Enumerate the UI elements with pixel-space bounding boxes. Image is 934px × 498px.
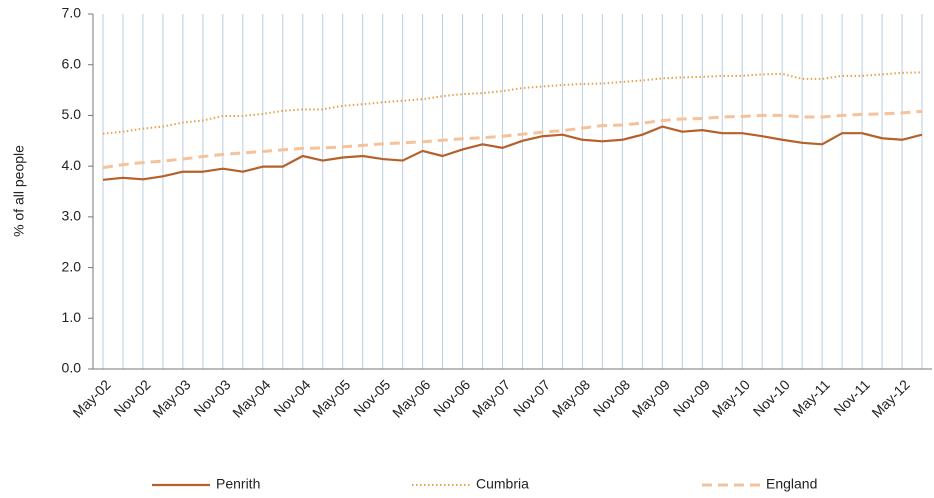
x-tick-label: Nov-11 bbox=[830, 376, 873, 419]
x-tick-label: May-08 bbox=[549, 376, 593, 420]
y-tick-label: 3.0 bbox=[62, 208, 82, 224]
x-tick-label: May-11 bbox=[789, 376, 833, 420]
x-tick-label: May-07 bbox=[469, 376, 513, 420]
x-tick-label: May-09 bbox=[629, 376, 673, 420]
x-tick-label: May-04 bbox=[229, 376, 273, 420]
x-tick-label: May-12 bbox=[868, 376, 912, 420]
x-tick-label: May-06 bbox=[389, 376, 433, 420]
x-tick-label: May-03 bbox=[149, 376, 193, 420]
x-tick-label: Nov-02 bbox=[110, 376, 153, 419]
series-line bbox=[102, 109, 923, 170]
x-tick-label: Nov-05 bbox=[350, 376, 393, 419]
y-tick-label: 4.0 bbox=[62, 157, 82, 173]
x-tick-label: Nov-09 bbox=[670, 376, 713, 419]
x-tick-label: May-02 bbox=[69, 376, 113, 420]
x-tick-label: Nov-06 bbox=[430, 376, 473, 419]
y-axis-label: % of all people bbox=[11, 145, 27, 237]
x-tick-label: Nov-08 bbox=[590, 376, 633, 419]
legend-label: England bbox=[766, 476, 817, 492]
x-tick-label: Nov-07 bbox=[510, 376, 553, 419]
y-tick-label: 6.0 bbox=[62, 55, 82, 71]
x-tick-label: Nov-10 bbox=[750, 376, 793, 419]
y-tick-label: 2.0 bbox=[62, 258, 82, 274]
x-tick-label: May-10 bbox=[709, 376, 753, 420]
x-tick-label: Nov-04 bbox=[270, 376, 313, 419]
series-line bbox=[102, 71, 923, 135]
x-tick-label: Nov-03 bbox=[190, 376, 233, 419]
y-tick-label: 0.0 bbox=[62, 360, 82, 376]
legend-label: Cumbria bbox=[476, 476, 529, 492]
y-tick-label: 5.0 bbox=[62, 106, 82, 122]
y-tick-label: 1.0 bbox=[62, 309, 82, 325]
x-tick-label: May-05 bbox=[309, 376, 353, 420]
legend-label: Penrith bbox=[216, 476, 260, 492]
series-line bbox=[102, 125, 923, 181]
y-tick-label: 7.0 bbox=[62, 5, 82, 21]
